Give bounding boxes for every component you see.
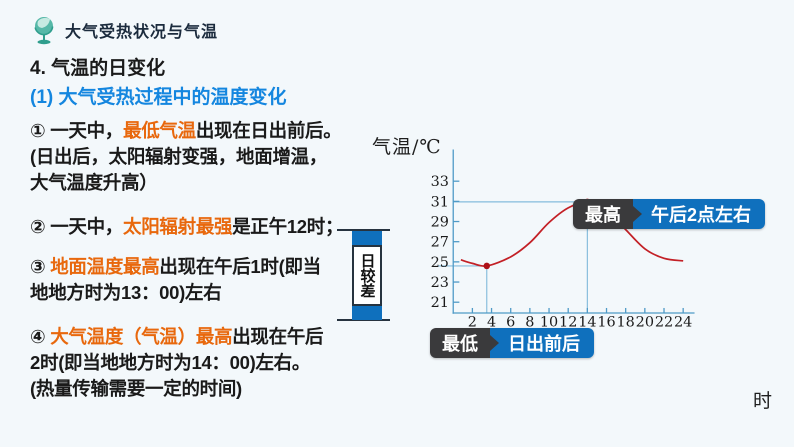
daily-range-label: 日较差 — [352, 245, 382, 306]
x-tick-label: 2 — [468, 315, 477, 331]
note-item-1: ① 一天中，最低气温出现在日出前后。 (日出后，太阳辐射变强，地面增温， 大气温… — [30, 118, 370, 196]
x-tick-label: 16 — [597, 315, 615, 331]
y-tick-label: 31 — [431, 194, 449, 210]
note-text: (日出后，太阳辐射变强，地面增温， — [30, 146, 328, 167]
note-text: 出现在午后 — [232, 326, 324, 347]
max-callout: 最高 午后2点左右 — [573, 199, 766, 229]
max-callout-tag: 最高 — [573, 199, 633, 229]
x-tick-label: 20 — [636, 315, 654, 331]
y-tick-label: 27 — [431, 235, 449, 251]
note-text: 出现在日出前后。 — [195, 120, 342, 141]
note-highlight: 太阳辐射最强 — [123, 216, 233, 237]
x-tick-label: 18 — [617, 315, 635, 331]
y-axis-label: 气温/℃ — [372, 136, 442, 158]
notes-column: 4. 气温的日变化 (1) 大气受热过程中的温度变化 ① 一天中，最低气温出现在… — [30, 54, 370, 402]
min-callout-tag: 最低 — [430, 328, 490, 358]
note-item-3: ③ 地面温度最高出现在午后1时(即当 地地方时为13：00)左右 — [30, 254, 370, 306]
x-tick-label: 8 — [525, 315, 534, 331]
note-text: 地地方时为13：00)左右 — [30, 282, 222, 303]
note-item-2: ② 一天中，太阳辐射最强是正午12时； — [30, 214, 370, 240]
globe-icon — [34, 17, 54, 45]
range-cap-bottom — [352, 306, 382, 320]
note-text: ④ — [30, 326, 51, 347]
note-highlight: 最低气温 — [123, 120, 196, 141]
subsection-heading: (1) 大气受热过程中的温度变化 — [30, 87, 287, 108]
note-text: (热量传输需要一定的时间) — [30, 378, 242, 399]
x-tick-label: 22 — [655, 315, 673, 331]
y-tick-label: 33 — [431, 174, 449, 190]
note-highlight: 地面温度最高 — [50, 256, 160, 277]
max-callout-value: 午后2点左右 — [633, 199, 766, 229]
range-cap-top — [352, 231, 382, 245]
page-title: 大气受热状况与气温 — [65, 24, 219, 41]
range-connector-bottom — [337, 319, 390, 321]
min-callout: 最低 日出前后 — [430, 328, 594, 358]
x-tick-label: 6 — [506, 315, 515, 331]
note-text: ② 一天中， — [30, 216, 124, 237]
note-text: 是正午12时； — [232, 216, 344, 237]
x-tick-label: 12 — [559, 315, 577, 331]
x-axis-unit-label: 时 — [753, 390, 773, 412]
x-tick-label: 24 — [674, 315, 692, 331]
min-callout-value: 日出前后 — [490, 328, 594, 358]
y-tick-label: 23 — [431, 275, 449, 291]
y-tick-label: 25 — [431, 255, 449, 271]
min-point — [483, 262, 491, 270]
note-highlight: 大气温度（气温）最高 — [50, 326, 233, 347]
note-item-4: ④ 大气温度（气温）最高出现在午后 2时(即当地地方时为14：00)左右。 (热… — [30, 324, 370, 402]
range-connector-top — [337, 229, 390, 231]
note-text: ③ — [30, 256, 51, 277]
slide-header: 大气受热状况与气温 — [32, 15, 218, 45]
x-tick-label: 4 — [487, 315, 496, 331]
y-tick-label: 21 — [431, 295, 449, 311]
note-text: 大气温度升高） — [30, 172, 158, 193]
x-tick-label: 10 — [540, 315, 558, 331]
note-text: 出现在午后1时(即当 — [159, 256, 321, 277]
note-text: ① 一天中， — [30, 120, 124, 141]
x-tick-label: 14 — [578, 315, 596, 331]
section-heading: 4. 气温的日变化 — [30, 58, 166, 79]
note-text: 2时(即当地地方时为14：00)左右。 — [30, 352, 311, 373]
y-tick-label: 29 — [431, 215, 449, 231]
